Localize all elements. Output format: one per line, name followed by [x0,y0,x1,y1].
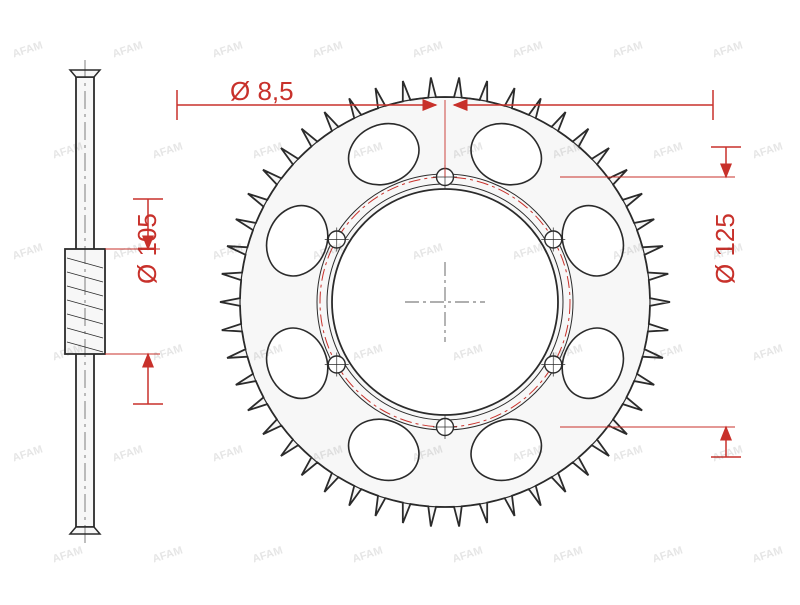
dim-bolt-hole: Ø 8,5 [230,76,294,107]
technical-drawing [0,0,800,605]
drawing-canvas: Ø 8,5 Ø 105 Ø 125 AFAMAFAMAFAMAFAMAFAMAF… [0,0,800,605]
side-view [65,60,105,544]
